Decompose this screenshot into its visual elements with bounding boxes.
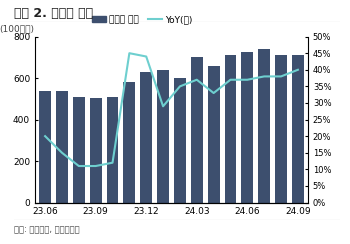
Bar xyxy=(56,91,68,203)
Bar xyxy=(157,70,169,203)
Bar xyxy=(39,91,51,203)
Bar xyxy=(208,66,219,203)
Bar xyxy=(275,55,287,203)
Text: (100만개): (100만개) xyxy=(0,24,35,33)
Legend: 별풍선 개수, YoY(우): 별풍선 개수, YoY(우) xyxy=(89,11,196,28)
Bar xyxy=(73,97,85,203)
Text: 그림 2. 별풍선 추이: 그림 2. 별풍선 추이 xyxy=(14,7,93,20)
Bar xyxy=(140,72,152,203)
Bar xyxy=(241,52,253,203)
Bar xyxy=(292,55,304,203)
Text: 자료: 풍투데이, 상상인증권: 자료: 풍투데이, 상상인증권 xyxy=(14,225,80,234)
Bar xyxy=(124,82,135,203)
Bar xyxy=(191,57,203,203)
Bar xyxy=(107,97,118,203)
Bar xyxy=(225,55,236,203)
Bar xyxy=(90,98,102,203)
Bar xyxy=(174,78,186,203)
Bar xyxy=(258,49,270,203)
